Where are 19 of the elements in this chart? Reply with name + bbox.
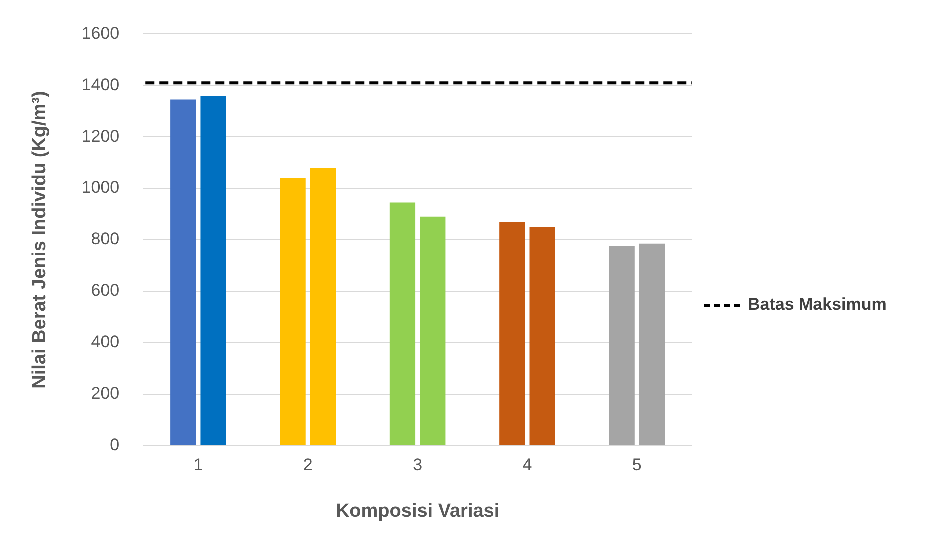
legend-label: Batas Maksimum: [748, 295, 887, 315]
x-axis-title: Komposisi Variasi: [336, 500, 500, 522]
y-axis-title: Nilai Berat Jenis Individu (Kg/m³): [30, 91, 51, 389]
y-tick-label: 1200: [82, 126, 120, 146]
x-tick-label: 4: [522, 456, 532, 475]
x-tick-label: 2: [303, 456, 313, 475]
x-tick-label: 1: [194, 456, 204, 475]
x-tick-label: 3: [413, 456, 423, 475]
y-tick-label: 400: [91, 332, 120, 352]
bar: [200, 96, 226, 446]
y-tick-label: 0: [110, 435, 120, 454]
y-tick-label: 1600: [82, 24, 120, 43]
y-tick-label: 200: [91, 384, 120, 404]
y-tick-label: 1000: [82, 178, 120, 198]
y-tick-label: 1400: [82, 75, 120, 94]
y-tick-label: 600: [91, 281, 120, 300]
bar: [170, 100, 196, 446]
x-tick-label: 5: [632, 456, 642, 475]
y-tick-label: 800: [91, 230, 120, 249]
